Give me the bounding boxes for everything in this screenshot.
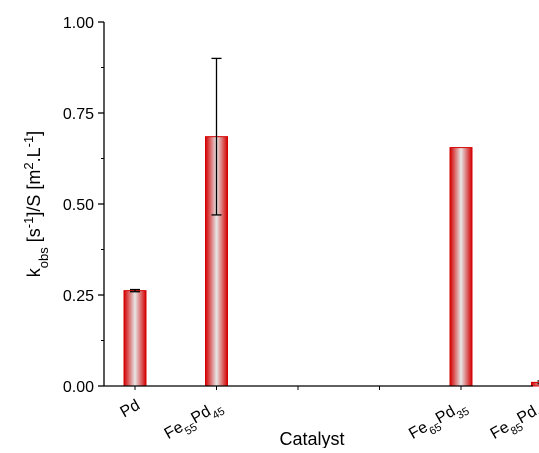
y-axis-title-part-7: -1: [21, 136, 36, 148]
x-tick-label-fe55pd45-part-0: Fe: [162, 419, 187, 443]
x-tick-label-fe85pd15: Fe85Pd15: [488, 397, 539, 447]
y-axis-title-part-8: ]: [24, 131, 44, 136]
y-tick-label-4: 1.00: [63, 15, 94, 32]
y-tick-label-3: 0.75: [63, 106, 94, 123]
bar-pd: [124, 291, 146, 386]
x-tick-label-pd-part-0: Pd: [118, 397, 143, 422]
x-tick-label-fe55pd45-part-3: 45: [210, 405, 227, 422]
y-axis-title-part-1: obs: [36, 247, 51, 268]
bar-fe65pd35: [450, 148, 472, 386]
y-tick-label-2: 0.50: [63, 197, 94, 214]
x-tick-label-fe85pd15-part-0: Fe: [488, 419, 513, 443]
x-tick-label-fe65pd35: Fe65Pd35: [406, 397, 471, 447]
y-axis-title: kobs [s-1]/S [m2.L-1]: [21, 131, 51, 277]
x-tick-label-fe55pd45: Fe55Pd45: [162, 397, 227, 447]
y-tick-label-1: 0.25: [63, 288, 94, 305]
x-axis-title: Catalyst: [279, 429, 344, 448]
y-axis-title-part-3: -1: [21, 217, 36, 229]
x-tick-label-fe65pd35-part-0: Fe: [406, 419, 431, 443]
y-axis-title-part-4: ]/S [m: [24, 170, 44, 217]
y-axis-title-part-6: .L: [24, 147, 44, 162]
y-axis-title-part-2: [s: [24, 228, 44, 247]
y-tick-label-0: 0.00: [63, 379, 94, 396]
x-tick-label-pd: Pd: [118, 397, 143, 422]
x-tick-label-fe65pd35-part-3: 35: [455, 405, 472, 422]
y-axis-title-part-5: 2: [21, 162, 36, 169]
